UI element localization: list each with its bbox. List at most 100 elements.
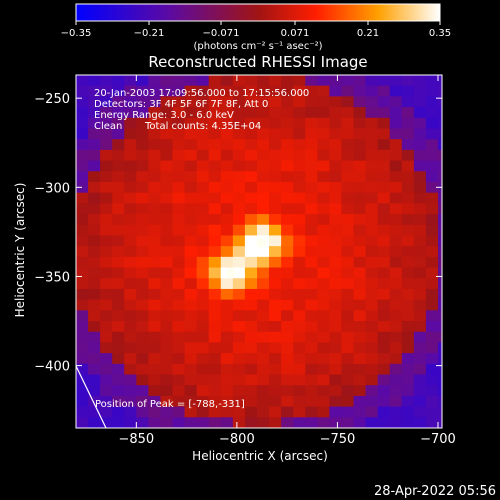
heatmap-cell (353, 171, 367, 183)
heatmap-cell (220, 96, 234, 108)
heatmap-cell (196, 171, 210, 183)
heatmap-cell (317, 267, 330, 279)
heatmap-cell (160, 107, 174, 119)
heatmap-cell (365, 321, 379, 333)
heatmap-cell (329, 406, 343, 418)
heatmap-cell (341, 117, 355, 130)
heatmap-cell (425, 321, 439, 333)
heatmap-cell (425, 288, 439, 301)
heatmap-cell (377, 128, 391, 140)
heatmap-cell (269, 149, 282, 162)
heatmap-cell (136, 278, 149, 290)
annotation-peak-position: Position of Peak = [-788,-331] (95, 399, 245, 410)
heatmap-cell (100, 310, 113, 322)
heatmap-cell (244, 310, 258, 322)
heatmap-cell (244, 353, 258, 365)
heatmap-cell (353, 128, 367, 140)
heatmap-cell (220, 235, 234, 247)
heatmap-cell (112, 321, 125, 333)
heatmap-cell (437, 75, 442, 87)
heatmap-cell (293, 321, 306, 333)
heatmap-cell (341, 224, 355, 237)
heatmap-cell (220, 331, 234, 344)
heatmap-cell (293, 417, 306, 428)
heatmap-cell (172, 406, 186, 418)
heatmap-cell (112, 203, 125, 215)
heatmap-cell (208, 267, 222, 279)
heatmap-cell (220, 310, 234, 322)
heatmap-cell (341, 353, 355, 365)
heatmap-cell (124, 107, 137, 119)
heatmap-cell (232, 256, 246, 269)
heatmap-cell (293, 224, 306, 237)
heatmap-cell (269, 256, 282, 269)
heatmap-cell (136, 406, 149, 418)
heatmap-cell (425, 235, 439, 247)
heatmap-cell (220, 192, 234, 204)
x-axis-ticks (135, 75, 439, 428)
heatmap-cell (256, 128, 270, 140)
heatmap-cell (88, 235, 101, 247)
heatmap-cell (172, 374, 186, 386)
heatmap-cell (269, 192, 282, 204)
heatmap-cell (244, 224, 258, 237)
heatmap-cell (425, 406, 439, 418)
heatmap-cell (76, 246, 89, 258)
plot-frame (75, 74, 443, 429)
heatmap-cell (293, 171, 306, 183)
heatmap-cell (425, 331, 439, 344)
heatmap-cell (425, 203, 439, 215)
heatmap-cell (293, 117, 306, 130)
annotation-energy-range: Energy Range: 3.0 - 6.0 keV (94, 110, 234, 121)
heatmap-cell (160, 96, 174, 108)
heatmap-cell (437, 192, 442, 204)
heatmap-cell (401, 203, 415, 215)
heatmap-cell (184, 310, 198, 322)
heatmap-cell (305, 235, 318, 247)
heatmap-cell (160, 395, 174, 408)
heatmap-cell (208, 417, 222, 428)
heatmap-cell (413, 331, 427, 344)
heatmap-cell (281, 203, 294, 215)
heatmap-cell (269, 128, 282, 140)
heatmap-cell (112, 342, 125, 354)
heatmap-cell (112, 331, 125, 344)
heatmap-cell (100, 171, 113, 183)
heatmap-cell (281, 85, 294, 97)
heatmap-cell (401, 310, 415, 322)
heatmap-cell (244, 85, 258, 97)
heatmap-cell (160, 310, 174, 322)
heatmap-cell (353, 149, 367, 162)
heatmap-cell (172, 96, 186, 108)
heatmap-cell (208, 406, 222, 418)
heatmap-cell (208, 128, 222, 140)
heatmap-cell (389, 246, 403, 258)
heatmap-cell (413, 96, 427, 108)
heatmap-cell (88, 128, 101, 140)
heatmap-cell (244, 246, 258, 258)
heatmap-cell (413, 353, 427, 365)
heatmap-cell (413, 128, 427, 140)
heatmap-cell (281, 75, 294, 87)
heatmap-cell (425, 299, 439, 311)
heatmap-cell (124, 310, 137, 322)
heatmap-cell (389, 224, 403, 237)
heatmap-cell (172, 353, 186, 365)
heatmap-cell (317, 256, 330, 269)
heatmap-cell (76, 139, 89, 151)
heatmap-cell (184, 331, 198, 344)
heatmap-cell (305, 246, 318, 258)
heatmap-cell (136, 107, 149, 119)
heatmap-cell (256, 353, 270, 365)
heatmap-cell (220, 278, 234, 290)
heatmap-cell (196, 224, 210, 237)
heatmap-cell (148, 128, 162, 140)
heatmap-cell (124, 128, 137, 140)
heatmap-cell (88, 321, 101, 333)
heatmap-cell (281, 171, 294, 183)
heatmap-cell (196, 256, 210, 269)
heatmap-cell (365, 288, 379, 301)
heatmap-cell (184, 235, 198, 247)
heatmap-cell (437, 267, 442, 279)
heatmap-cell (317, 321, 330, 333)
